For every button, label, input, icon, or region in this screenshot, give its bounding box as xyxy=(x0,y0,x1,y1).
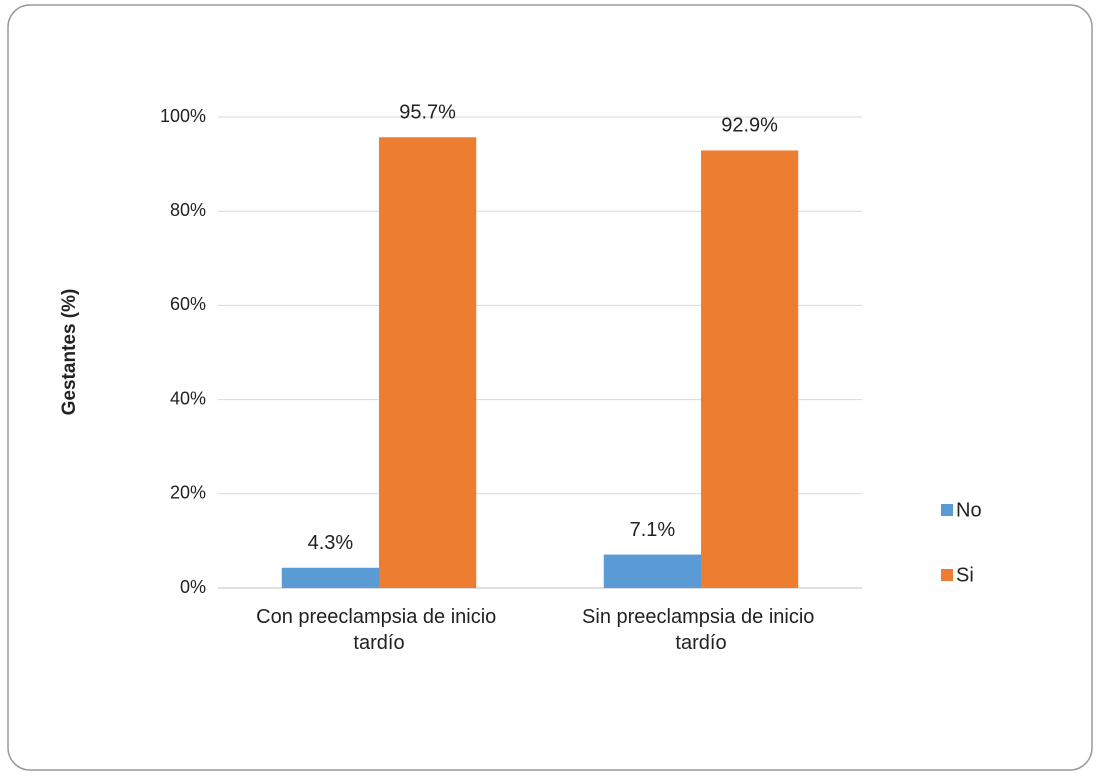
legend-swatch xyxy=(941,569,953,581)
bar xyxy=(379,137,477,589)
legend-label: No xyxy=(956,499,982,521)
y-tick-label: 80% xyxy=(170,200,206,220)
value-label: 95.7% xyxy=(399,102,456,124)
value-label: 4.3% xyxy=(308,532,354,554)
x-tick-label-line: tardío xyxy=(353,632,404,654)
y-tick-label: 60% xyxy=(170,294,206,314)
legend-label: Si xyxy=(956,564,974,586)
value-label: 7.1% xyxy=(630,519,676,541)
y-tick-label: 20% xyxy=(170,483,206,503)
x-tick-label-line: tardío xyxy=(675,632,726,654)
bar xyxy=(603,554,701,588)
x-tick-label: Sin preeclampsia de inicio tardío xyxy=(582,606,820,654)
frame xyxy=(7,4,1093,771)
legend-swatch xyxy=(941,504,953,516)
x-tick-label-line: Sin preeclampsia de inicio xyxy=(582,606,820,628)
y-tick-label: 0% xyxy=(180,577,206,597)
x-tick-label: Con preeclampsia de inicio tardío xyxy=(256,606,502,654)
value-label: 92.9% xyxy=(721,115,778,137)
x-tick-label-line: Con preeclampsia de inicio xyxy=(256,606,502,628)
bar xyxy=(701,150,799,589)
y-axis-label: Gestantes (%) xyxy=(59,289,80,416)
bar xyxy=(281,567,379,588)
y-tick-label: 40% xyxy=(170,388,206,408)
y-tick-label: 100% xyxy=(160,106,206,126)
